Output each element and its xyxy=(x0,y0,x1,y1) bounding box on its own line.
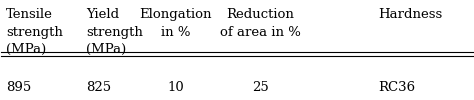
Text: 10: 10 xyxy=(167,81,184,94)
Text: in %: in % xyxy=(161,26,191,39)
Text: Elongation: Elongation xyxy=(139,8,212,21)
Text: (MPa): (MPa) xyxy=(86,43,127,56)
Text: Yield: Yield xyxy=(86,8,119,21)
Text: (MPa): (MPa) xyxy=(6,43,46,56)
Text: strength: strength xyxy=(6,26,63,39)
Text: 895: 895 xyxy=(6,81,31,94)
Text: RC36: RC36 xyxy=(378,81,416,94)
Text: Reduction: Reduction xyxy=(227,8,294,21)
Text: of area in %: of area in % xyxy=(220,26,301,39)
Text: Hardness: Hardness xyxy=(378,8,443,21)
Text: 825: 825 xyxy=(86,81,111,94)
Text: Tensile: Tensile xyxy=(6,8,53,21)
Text: strength: strength xyxy=(86,26,143,39)
Text: 25: 25 xyxy=(252,81,269,94)
